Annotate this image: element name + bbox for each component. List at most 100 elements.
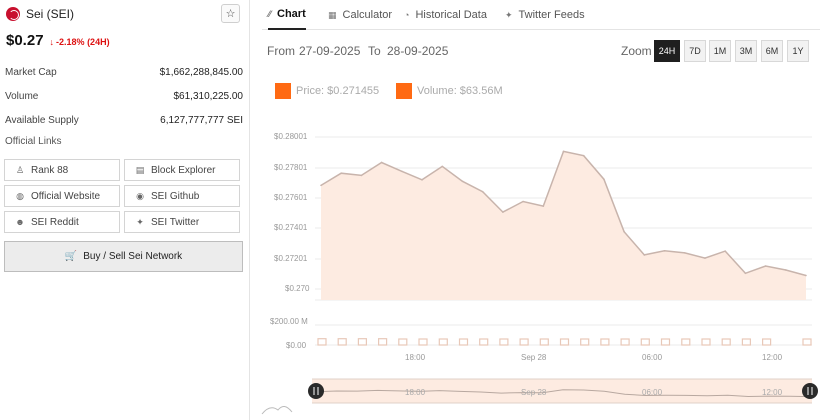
zoom-24h-button[interactable]: 24H [654, 40, 680, 62]
price-area [321, 151, 806, 300]
price-point [340, 172, 343, 175]
reddit-link[interactable]: ☻ SEI Reddit [4, 211, 120, 233]
price-change-value: -2.18% (24H) [56, 37, 110, 47]
x-tick-label: 12:00 [762, 353, 783, 362]
volume-bar [600, 338, 610, 346]
price-point [441, 165, 444, 168]
zoom-1m-button[interactable]: 1M [709, 40, 731, 62]
volume-bar [337, 338, 347, 346]
volume-bar [398, 338, 408, 346]
official-website-link[interactable]: ◍ Official Website [4, 185, 120, 207]
legend-price[interactable]: Price: $0.271455 [275, 83, 379, 99]
y-tick-label: $0.270 [285, 284, 310, 293]
tab-label: Chart [277, 8, 306, 20]
range-from-input[interactable]: 27-09-2025 [299, 44, 361, 58]
block-explorer-link[interactable]: ▤ Block Explorer [124, 159, 240, 181]
clock-icon: ◔ [404, 10, 410, 20]
zoom-7d-button[interactable]: 7D [684, 40, 706, 62]
zoom-6m-button[interactable]: 6M [761, 40, 783, 62]
zoom-3m-button[interactable]: 3M [735, 40, 757, 62]
reddit-label: SEI Reddit [31, 216, 79, 228]
y-tick-label: $0.27601 [274, 193, 308, 202]
tab-twitter-feeds[interactable]: ✦ Twitter Feeds [505, 0, 585, 30]
price-point [461, 180, 464, 183]
navigator-line [315, 389, 811, 398]
range-to-label: To [368, 44, 381, 58]
rank-button[interactable]: ♙ Rank 88 [4, 159, 120, 181]
price-point [603, 178, 605, 181]
price-point [320, 184, 322, 187]
chart-line-icon: ⁄⁄ [268, 9, 272, 19]
tab-label: Historical Data [415, 9, 487, 21]
tab-chart[interactable]: ⁄⁄ Chart [268, 0, 306, 30]
price-point [663, 250, 666, 252]
tab-historical-data[interactable]: ◔ Historical Data [404, 0, 487, 30]
price-point [683, 252, 686, 254]
navigator-tick-label: Sep 28 [521, 388, 547, 397]
range-to-input[interactable]: 28-09-2025 [387, 44, 449, 58]
buy-sell-button[interactable]: 🛒 Buy / Sell Sei Network [4, 241, 243, 272]
github-link[interactable]: ◉ SEI Github [124, 185, 240, 207]
tab-label: Twitter Feeds [518, 9, 585, 21]
volume-bar [378, 338, 388, 346]
x-tick-label: 06:00 [642, 353, 663, 362]
volume-bar [499, 338, 509, 346]
favorite-star-button[interactable]: ☆ [221, 4, 240, 23]
stat-label: Available Supply [5, 115, 79, 126]
chart-tabs: ⁄⁄ Chart ▦ Calculator ◔ Historical Data ✦ Tw… [262, 0, 820, 30]
volume-bar [479, 338, 489, 346]
price-point [744, 272, 747, 275]
rank-icon: ♙ [15, 164, 25, 175]
twitter-link[interactable]: ✦ SEI Twitter [124, 211, 240, 233]
globe-icon: ◍ [16, 190, 24, 201]
volume-bar [741, 338, 752, 346]
navigator-right-handle[interactable] [802, 383, 818, 399]
stat-market-cap: Market Cap $1,662,288,845.00 [5, 67, 243, 78]
legend-volume-label: Volume: $63.56M [417, 85, 503, 97]
price-point [522, 200, 524, 203]
twitter-icon: ✦ [505, 9, 513, 20]
volume-bar [681, 338, 691, 346]
legend-swatch [275, 83, 291, 99]
zoom-1y-button[interactable]: 1Y [787, 40, 809, 62]
reddit-icon: ☻ [15, 217, 25, 227]
stat-value: 6,127,777,777 SEI [160, 115, 243, 126]
block-explorer-label: Block Explorer [151, 164, 216, 176]
star-icon: ☆ [225, 8, 236, 20]
official-links-title: Official Links [5, 136, 62, 147]
volume-bar [660, 338, 671, 346]
stat-value: $1,662,288,845.00 [159, 67, 243, 78]
price-point [401, 170, 403, 173]
price-change: ↓ -2.18% (24H) [50, 37, 110, 47]
volume-bar [620, 338, 630, 346]
tab-label: Calculator [342, 9, 393, 21]
navigator-left-handle[interactable] [308, 383, 324, 399]
price-point [421, 179, 423, 181]
price-point [623, 230, 625, 233]
stat-label: Volume [5, 91, 39, 102]
stat-value: $61,310,225.00 [173, 91, 243, 102]
volume-bar [802, 338, 812, 346]
price-point [542, 205, 545, 207]
price-point [582, 154, 585, 157]
legend-volume[interactable]: Volume: $63.56M [396, 83, 503, 99]
buy-sell-label: Buy / Sell Sei Network [83, 251, 183, 262]
x-tick-label: Sep 28 [521, 353, 547, 362]
calculator-icon: ▦ [328, 9, 337, 20]
price-point [704, 257, 706, 259]
volume-bar [559, 338, 570, 346]
navigator-tick-label: 12:00 [762, 388, 783, 397]
coin-name: Sei (SEI) [26, 7, 75, 21]
current-price: $0.27 [6, 32, 44, 49]
stat-available-supply: Available Supply 6,127,777,777 SEI [5, 115, 243, 126]
volume-bar [418, 338, 428, 346]
volume-bar [519, 338, 529, 346]
price-point [764, 265, 767, 267]
github-icon: ◉ [136, 190, 144, 201]
price-point [643, 254, 646, 256]
tab-calculator[interactable]: ▦ Calculator [328, 0, 392, 30]
volume-tick-label: $0.00 [286, 341, 307, 350]
y-tick-label: $0.27201 [274, 254, 308, 263]
volume-bar [317, 338, 327, 346]
